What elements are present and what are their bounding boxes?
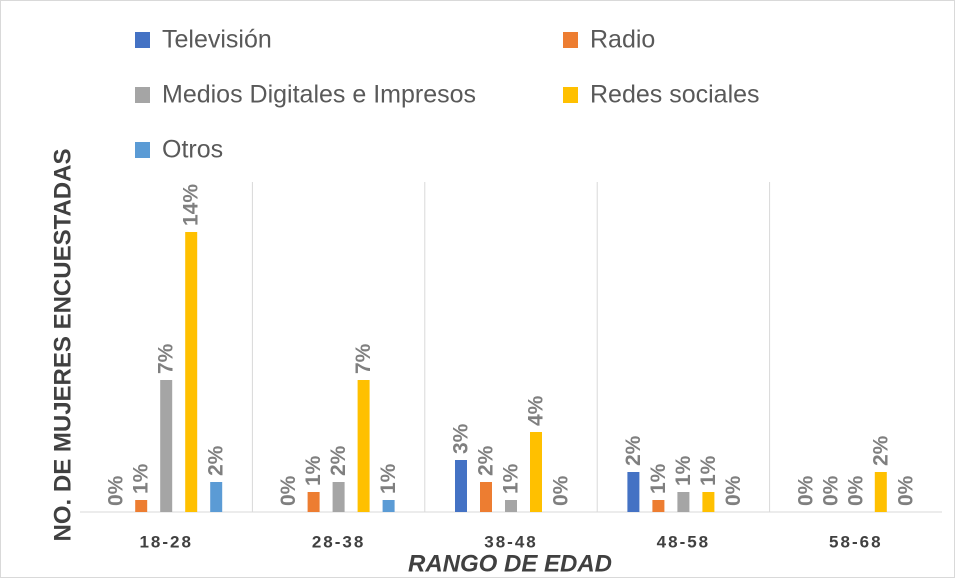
value-label: 7% xyxy=(352,343,375,374)
legend-swatch xyxy=(135,142,150,158)
value-label: 0% xyxy=(844,475,867,506)
legend-label: Radio xyxy=(590,26,655,54)
x-tick-label: 38-48 xyxy=(484,532,537,551)
value-label: 2% xyxy=(327,445,350,476)
value-label: 1% xyxy=(500,463,523,494)
value-label: 0% xyxy=(819,475,842,506)
legend-swatch xyxy=(563,87,578,103)
value-label: 1% xyxy=(697,455,720,486)
value-label: 0% xyxy=(722,475,745,506)
value-label: 2% xyxy=(622,435,645,466)
bar xyxy=(702,492,715,512)
bar xyxy=(627,472,640,512)
bar xyxy=(530,432,542,512)
legend-label: Otros xyxy=(162,136,223,164)
bar xyxy=(185,232,198,512)
x-tick-label: 48-58 xyxy=(657,532,710,551)
value-label: 1% xyxy=(377,463,400,494)
value-label: 0% xyxy=(277,475,300,506)
bar xyxy=(480,482,492,512)
value-label: 2% xyxy=(869,435,892,466)
legend-label: Redes sociales xyxy=(590,81,760,109)
value-label: 14% xyxy=(180,184,203,226)
y-axis-title: NO. DE MUJERES ENCUESTADAS xyxy=(49,149,76,542)
x-axis-title: RANGO DE EDAD xyxy=(408,550,612,577)
value-label: 2% xyxy=(205,445,228,476)
bar xyxy=(357,380,370,512)
value-label: 3% xyxy=(450,423,473,454)
bar xyxy=(874,472,887,512)
value-label: 1% xyxy=(130,463,153,494)
value-label: 1% xyxy=(302,455,325,486)
x-tick-label: 28-38 xyxy=(312,532,365,551)
value-label: 0% xyxy=(105,475,128,506)
value-label: 2% xyxy=(475,445,498,476)
bar xyxy=(307,492,320,512)
value-label: 4% xyxy=(525,395,548,426)
legend-label: Medios Digitales e Impresos xyxy=(162,81,476,109)
bar xyxy=(210,482,223,512)
bar xyxy=(135,500,148,512)
legend-swatch xyxy=(135,87,150,103)
bar xyxy=(382,500,395,512)
x-tick-label: 58-68 xyxy=(829,532,882,551)
legend-label: Televisión xyxy=(162,26,272,54)
value-label: 0% xyxy=(794,475,817,506)
legend-swatch xyxy=(563,32,578,48)
bar xyxy=(652,500,665,512)
value-label: 7% xyxy=(155,343,178,374)
bar xyxy=(160,380,173,512)
bar xyxy=(332,482,345,512)
legend-swatch xyxy=(135,32,150,48)
bar xyxy=(455,460,467,512)
value-label: 0% xyxy=(550,475,573,506)
value-label: 1% xyxy=(672,455,695,486)
value-label: 1% xyxy=(647,463,670,494)
x-tick-label: 18-28 xyxy=(139,532,192,551)
bar xyxy=(505,500,517,512)
bar xyxy=(677,492,690,512)
value-label: 0% xyxy=(894,475,917,506)
